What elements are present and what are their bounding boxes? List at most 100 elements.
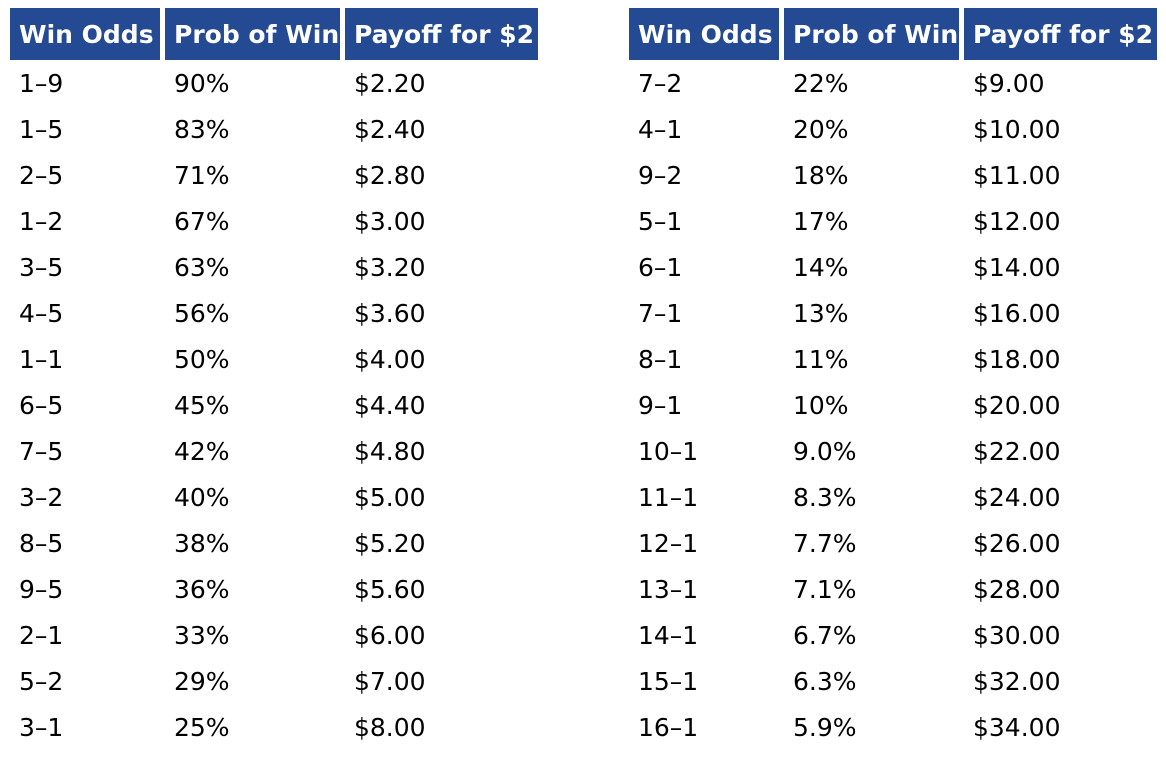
cell-prob-of-win: 45%	[174, 390, 230, 420]
table-row: 13–1 7.1% $28.00	[629, 566, 1157, 612]
cell-win-odds: 11–1	[638, 482, 699, 512]
cell-payoff: $2.40	[354, 114, 426, 144]
cell-payoff: $32.00	[973, 666, 1061, 696]
table-row: 1–5 83% $2.40	[10, 106, 538, 152]
cell-payoff: $12.00	[973, 206, 1061, 236]
table-row: 7–5 42% $4.80	[10, 428, 538, 474]
header-row: Win Odds Prob of Win Payoff for $2	[10, 8, 538, 60]
table-row: 11–1 8.3% $24.00	[629, 474, 1157, 520]
cell-prob-of-win: 33%	[174, 620, 230, 650]
cell-win-odds: 8–1	[638, 344, 683, 374]
odds-table-left: Win Odds Prob of Win Payoff for $2 1–9 90…	[10, 8, 538, 750]
cell-prob-of-win: 36%	[174, 574, 230, 604]
cell-prob-of-win: 25%	[174, 712, 230, 742]
cell-payoff: $5.20	[354, 528, 426, 558]
cell-prob-of-win: 50%	[174, 344, 230, 374]
cell-prob-of-win: 38%	[174, 528, 230, 558]
odds-table-right: Win Odds Prob of Win Payoff for $2 7–2 22…	[629, 8, 1157, 750]
cell-win-odds: 1–1	[19, 344, 64, 374]
table-row: 15–1 6.3% $32.00	[629, 658, 1157, 704]
cell-win-odds: 10–1	[638, 436, 699, 466]
cell-win-odds: 9–5	[19, 574, 64, 604]
cell-payoff: $4.00	[354, 344, 426, 374]
table-row: 1–9 90% $2.20	[10, 60, 538, 106]
header-prob-of-win: Prob of Win	[784, 8, 964, 60]
cell-payoff: $34.00	[973, 712, 1061, 742]
cell-win-odds: 9–1	[638, 390, 683, 420]
cell-prob-of-win: 10%	[793, 390, 849, 420]
cell-prob-of-win: 17%	[793, 206, 849, 236]
table-row: 4–1 20% $10.00	[629, 106, 1157, 152]
cell-win-odds: 6–5	[19, 390, 64, 420]
cell-payoff: $9.00	[973, 69, 1045, 98]
cell-win-odds: 12–1	[638, 528, 699, 558]
cell-prob-of-win: 14%	[793, 252, 849, 282]
cell-payoff: $3.20	[354, 252, 426, 282]
cell-prob-of-win: 90%	[174, 69, 230, 98]
cell-payoff: $10.00	[973, 114, 1061, 144]
cell-prob-of-win: 63%	[174, 252, 230, 282]
cell-prob-of-win: 56%	[174, 298, 230, 328]
cell-prob-of-win: 18%	[793, 160, 849, 190]
cell-prob-of-win: 67%	[174, 206, 230, 236]
header-prob-of-win: Prob of Win	[165, 8, 345, 60]
cell-payoff: $28.00	[973, 574, 1061, 604]
cell-payoff: $4.40	[354, 390, 426, 420]
cell-win-odds: 1–5	[19, 114, 64, 144]
cell-prob-of-win: 20%	[793, 114, 849, 144]
cell-payoff: $20.00	[973, 390, 1061, 420]
cell-win-odds: 1–9	[19, 69, 64, 98]
table-row: 5–1 17% $12.00	[629, 198, 1157, 244]
cell-win-odds: 5–2	[19, 666, 64, 696]
cell-win-odds: 2–1	[19, 620, 64, 650]
cell-win-odds: 7–5	[19, 436, 64, 466]
table-row: 16–1 5.9% $34.00	[629, 704, 1157, 750]
table-row: 2–5 71% $2.80	[10, 152, 538, 198]
cell-payoff: $11.00	[973, 160, 1061, 190]
cell-payoff: $6.00	[354, 620, 426, 650]
cell-payoff: $2.80	[354, 160, 426, 190]
cell-win-odds: 3–5	[19, 252, 64, 282]
cell-win-odds: 7–1	[638, 298, 683, 328]
header-win-odds: Win Odds	[629, 8, 784, 60]
cell-prob-of-win: 42%	[174, 436, 230, 466]
table-row: 6–5 45% $4.40	[10, 382, 538, 428]
cell-payoff: $4.80	[354, 436, 426, 466]
cell-payoff: $30.00	[973, 620, 1061, 650]
table-row: 3–1 25% $8.00	[10, 704, 538, 750]
cell-prob-of-win: 29%	[174, 666, 230, 696]
table-row: 10–1 9.0% $22.00	[629, 428, 1157, 474]
cell-win-odds: 4–1	[638, 114, 683, 144]
cell-payoff: $18.00	[973, 344, 1061, 374]
cell-win-odds: 3–1	[19, 712, 64, 742]
header-row: Win Odds Prob of Win Payoff for $2	[629, 8, 1157, 60]
cell-payoff: $3.00	[354, 206, 426, 236]
table-row: 5–2 29% $7.00	[10, 658, 538, 704]
cell-payoff: $3.60	[354, 298, 426, 328]
cell-win-odds: 7–2	[638, 69, 683, 98]
cell-prob-of-win: 7.7%	[793, 528, 857, 558]
cell-win-odds: 13–1	[638, 574, 699, 604]
table-row: 14–1 6.7% $30.00	[629, 612, 1157, 658]
cell-prob-of-win: 83%	[174, 114, 230, 144]
cell-win-odds: 14–1	[638, 620, 699, 650]
table-row: 1–2 67% $3.00	[10, 198, 538, 244]
table-row: 8–1 11% $18.00	[629, 336, 1157, 382]
header-payoff: Payoff for $2	[345, 8, 538, 60]
table-row: 4–5 56% $3.60	[10, 290, 538, 336]
cell-prob-of-win: 71%	[174, 160, 230, 190]
cell-win-odds: 9–2	[638, 160, 683, 190]
cell-payoff: $14.00	[973, 252, 1061, 282]
table-row: 3–5 63% $3.20	[10, 244, 538, 290]
cell-win-odds: 5–1	[638, 206, 683, 236]
cell-payoff: $24.00	[973, 482, 1061, 512]
cell-prob-of-win: 40%	[174, 482, 230, 512]
header-win-odds: Win Odds	[10, 8, 165, 60]
cell-payoff: $16.00	[973, 298, 1061, 328]
cell-win-odds: 8–5	[19, 528, 64, 558]
table-row: 3–2 40% $5.00	[10, 474, 538, 520]
table-row: 12–1 7.7% $26.00	[629, 520, 1157, 566]
cell-win-odds: 6–1	[638, 252, 683, 282]
cell-prob-of-win: 5.9%	[793, 712, 857, 742]
cell-prob-of-win: 22%	[793, 69, 849, 98]
